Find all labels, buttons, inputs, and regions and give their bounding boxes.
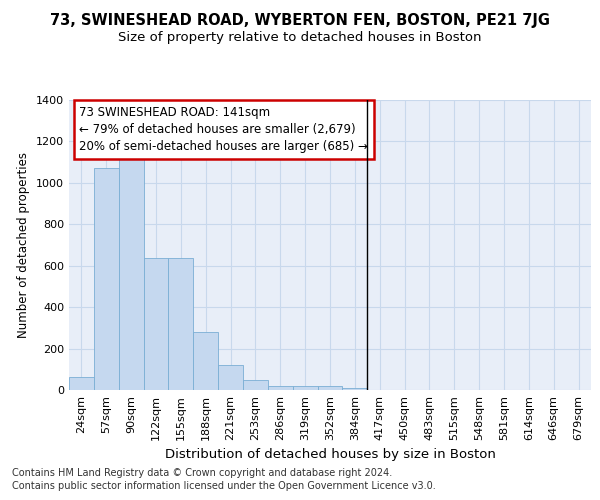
Bar: [119, 152, 143, 390]
Bar: [169, 258, 193, 390]
Bar: [268, 386, 293, 390]
Bar: [94, 168, 119, 390]
X-axis label: Distribution of detached houses by size in Boston: Distribution of detached houses by size …: [164, 448, 496, 461]
Text: Size of property relative to detached houses in Boston: Size of property relative to detached ho…: [118, 31, 482, 44]
Text: Contains HM Land Registry data © Crown copyright and database right 2024.: Contains HM Land Registry data © Crown c…: [12, 468, 392, 477]
Bar: [69, 377, 94, 390]
Bar: [243, 380, 268, 390]
Bar: [343, 388, 367, 390]
Text: 73, SWINESHEAD ROAD, WYBERTON FEN, BOSTON, PE21 7JG: 73, SWINESHEAD ROAD, WYBERTON FEN, BOSTO…: [50, 12, 550, 28]
Bar: [317, 386, 343, 390]
Bar: [143, 258, 169, 390]
Text: Contains public sector information licensed under the Open Government Licence v3: Contains public sector information licen…: [12, 481, 436, 491]
Text: 73 SWINESHEAD ROAD: 141sqm
← 79% of detached houses are smaller (2,679)
20% of s: 73 SWINESHEAD ROAD: 141sqm ← 79% of deta…: [79, 106, 368, 153]
Bar: [293, 386, 317, 390]
Y-axis label: Number of detached properties: Number of detached properties: [17, 152, 31, 338]
Bar: [218, 365, 243, 390]
Bar: [193, 332, 218, 390]
